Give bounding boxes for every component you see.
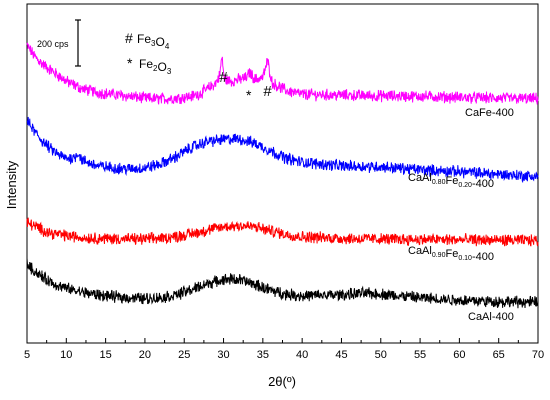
series-label-text: CaFe-400	[465, 107, 514, 119]
peak-marker: *	[246, 87, 252, 103]
series-label-subscript: 0.10	[458, 255, 472, 262]
series-label-subscript: 0.90	[432, 252, 446, 259]
x-axis-title: 2θ(º)	[268, 374, 296, 389]
series-label-text: -400	[472, 251, 494, 263]
legend-text: Fe	[139, 57, 153, 71]
ticks-group: 5 10 15 20 25 30 35 40 45 50 55 60 65 70	[24, 338, 544, 361]
legend-subscript: 4	[165, 42, 170, 51]
x-tick-label: 25	[178, 349, 190, 361]
series-line	[26, 42, 539, 105]
legend-label: Fe2O3	[139, 57, 172, 76]
peak-marker: #	[263, 83, 272, 100]
legend-text: O	[155, 35, 164, 49]
series-label-text: Fe	[445, 248, 458, 260]
x-tick-label: 65	[493, 349, 505, 361]
series-line	[26, 116, 539, 184]
series-label-text: -400	[472, 178, 494, 190]
scale-bar-label: 200 cps	[37, 39, 69, 49]
x-tick-label: 30	[217, 349, 229, 361]
series-label-text: CaAl-400	[468, 311, 514, 323]
legend-text: Fe	[137, 32, 151, 46]
x-tick-label: 60	[453, 349, 465, 361]
x-tick-label: 55	[414, 349, 426, 361]
series-label-text: CaAl	[408, 245, 432, 257]
series-group	[26, 42, 539, 309]
legend-subscript: 2	[153, 64, 158, 73]
legend-symbol: *	[127, 55, 133, 71]
legend-text: O	[157, 60, 166, 74]
x-tick-label: 45	[335, 349, 347, 361]
x-tick-label: 5	[24, 349, 30, 361]
x-tick-label: 40	[296, 349, 308, 361]
legend-subscript: 3	[167, 67, 172, 76]
series-label: CaAl0.80Fe0.20-400	[408, 172, 494, 190]
series-label-text: CaAl	[408, 172, 432, 184]
x-tick-label: 10	[60, 349, 72, 361]
x-tick-label: 70	[532, 349, 544, 361]
series-line	[26, 258, 539, 309]
peak-marker: #	[219, 69, 228, 86]
x-tick-label: 50	[375, 349, 387, 361]
series-label-subscript: 0.20	[458, 182, 472, 189]
x-tick-label: 15	[99, 349, 111, 361]
series-label: CaAl0.90Fe0.10-400	[408, 245, 494, 263]
labels-group: CaFe-400CaAl0.80Fe0.20-400CaAl0.90Fe0.10…	[37, 19, 514, 323]
series-label: CaAl-400	[468, 311, 514, 323]
y-axis-title: Intensity	[4, 160, 19, 209]
series-label-text: Fe	[445, 175, 458, 187]
legend-symbol: #	[125, 30, 133, 46]
legend-label: Fe3O4	[137, 32, 170, 51]
x-tick-label: 35	[257, 349, 269, 361]
x-tick-label: 20	[139, 349, 151, 361]
series-line	[26, 217, 539, 247]
series-label: CaFe-400	[465, 107, 514, 119]
legend-subscript: 3	[151, 39, 156, 48]
series-label-subscript: 0.80	[432, 179, 446, 186]
